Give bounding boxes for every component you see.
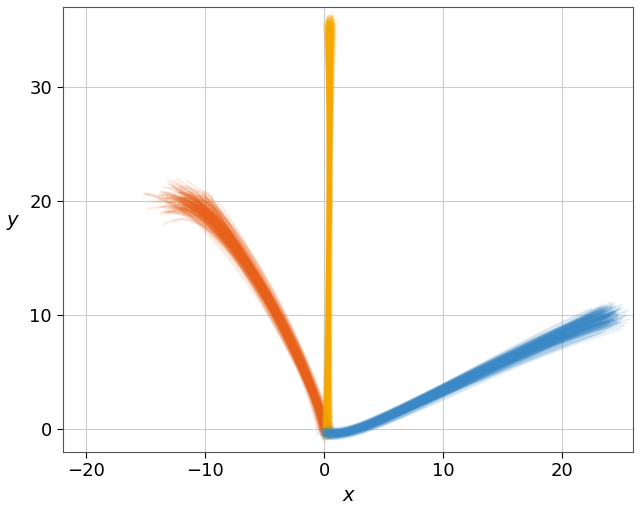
Y-axis label: y: y — [7, 210, 19, 229]
X-axis label: x: x — [342, 486, 353, 505]
